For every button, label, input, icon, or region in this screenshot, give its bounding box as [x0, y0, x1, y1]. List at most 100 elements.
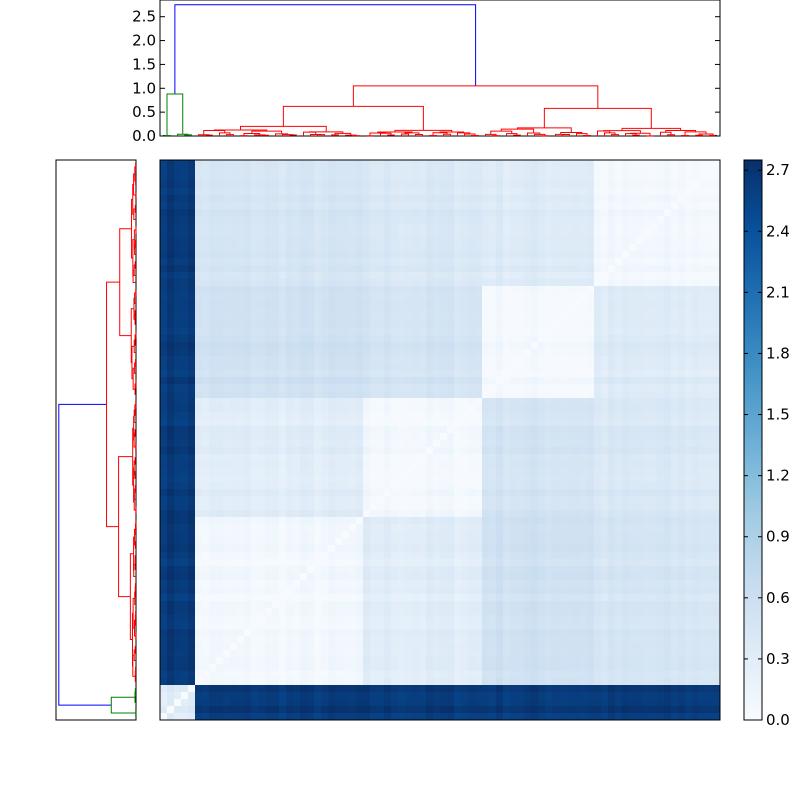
- heatmap-cell: [713, 461, 721, 469]
- heatmap-cell: [475, 573, 483, 581]
- heatmap-cell: [279, 314, 287, 322]
- heatmap-cell: [279, 244, 287, 252]
- heatmap-cell: [594, 230, 602, 238]
- heatmap-cell: [650, 230, 658, 238]
- heatmap-cell: [671, 244, 679, 252]
- heatmap-cell: [377, 258, 385, 266]
- heatmap-cell: [181, 300, 189, 308]
- heatmap-cell: [286, 321, 294, 329]
- heatmap-cell: [174, 482, 182, 490]
- heatmap-cell: [545, 181, 553, 189]
- heatmap-cell: [293, 454, 301, 462]
- heatmap-cell: [265, 328, 273, 336]
- heatmap-cell: [230, 181, 238, 189]
- heatmap-cell: [349, 475, 357, 483]
- heatmap-cell: [601, 328, 609, 336]
- heatmap-cell: [440, 384, 448, 392]
- heatmap-cell: [538, 202, 546, 210]
- heatmap-cell: [349, 538, 357, 546]
- heatmap-cell: [398, 181, 406, 189]
- heatmap-cell: [237, 531, 245, 539]
- heatmap-cell: [706, 468, 714, 476]
- heatmap-cell: [601, 538, 609, 546]
- heatmap-cell: [643, 489, 651, 497]
- heatmap-cell: [244, 167, 252, 175]
- heatmap-cell: [685, 461, 693, 469]
- heatmap-cell: [482, 356, 490, 364]
- heatmap-cell: [258, 531, 266, 539]
- heatmap-cell: [692, 300, 700, 308]
- heatmap-cell: [678, 223, 686, 231]
- heatmap-cell: [706, 223, 714, 231]
- heatmap-cell: [202, 489, 210, 497]
- heatmap-cell: [566, 349, 574, 357]
- heatmap-cell: [552, 552, 560, 560]
- heatmap-cell: [160, 356, 168, 364]
- heatmap-cell: [216, 552, 224, 560]
- heatmap-cell: [545, 188, 553, 196]
- heatmap-cell: [405, 426, 413, 434]
- heatmap-cell: [328, 447, 336, 455]
- heatmap-cell: [538, 552, 546, 560]
- heatmap-cell: [671, 321, 679, 329]
- heatmap-cell: [601, 167, 609, 175]
- heatmap-cell: [580, 349, 588, 357]
- heatmap-cell: [454, 398, 462, 406]
- heatmap-cell: [454, 272, 462, 280]
- heatmap-cell: [314, 230, 322, 238]
- heatmap-cell: [538, 293, 546, 301]
- heatmap-cell: [447, 398, 455, 406]
- heatmap-cell: [307, 328, 315, 336]
- heatmap-cell: [293, 258, 301, 266]
- heatmap-cell: [237, 377, 245, 385]
- heatmap-cell: [636, 468, 644, 476]
- heatmap-cell: [160, 377, 168, 385]
- heatmap-cell: [377, 209, 385, 217]
- heatmap-cell: [244, 517, 252, 525]
- heatmap-cell: [349, 251, 357, 259]
- heatmap-cell: [685, 454, 693, 462]
- heatmap-cell: [293, 363, 301, 371]
- heatmap-cell: [573, 475, 581, 483]
- heatmap-cell: [657, 531, 665, 539]
- heatmap-cell: [405, 286, 413, 294]
- heatmap-cell: [671, 293, 679, 301]
- heatmap-cell: [349, 391, 357, 399]
- heatmap-cell: [412, 195, 420, 203]
- heatmap-cell: [342, 279, 350, 287]
- heatmap-cell: [496, 167, 504, 175]
- heatmap-cell: [265, 349, 273, 357]
- heatmap-cell: [293, 405, 301, 413]
- heatmap-cell: [454, 377, 462, 385]
- heatmap-cell: [335, 251, 343, 259]
- heatmap-cell: [237, 195, 245, 203]
- heatmap-cell: [335, 531, 343, 539]
- heatmap-cell: [566, 482, 574, 490]
- heatmap-cell: [356, 489, 364, 497]
- heatmap-cell: [510, 426, 518, 434]
- heatmap-cell: [566, 216, 574, 224]
- heatmap-cell: [216, 272, 224, 280]
- heatmap-cell: [538, 503, 546, 511]
- heatmap-cell: [496, 531, 504, 539]
- heatmap-cell: [342, 384, 350, 392]
- heatmap-cell: [447, 419, 455, 427]
- heatmap-cell: [363, 181, 371, 189]
- heatmap-cell: [461, 405, 469, 413]
- heatmap-cell: [657, 496, 665, 504]
- heatmap-cell: [440, 412, 448, 420]
- heatmap-cell: [566, 258, 574, 266]
- heatmap-cell: [664, 566, 672, 574]
- heatmap-cell: [370, 517, 378, 525]
- heatmap-cell: [433, 433, 441, 441]
- heatmap-cell: [566, 405, 574, 413]
- heatmap-cell: [601, 174, 609, 182]
- heatmap-cell: [363, 160, 371, 168]
- heatmap-cell: [230, 230, 238, 238]
- heatmap-cell: [321, 489, 329, 497]
- heatmap-cell: [629, 174, 637, 182]
- heatmap-cell: [405, 482, 413, 490]
- heatmap-cell: [615, 454, 623, 462]
- heatmap-cell: [209, 174, 217, 182]
- heatmap-cell: [643, 384, 651, 392]
